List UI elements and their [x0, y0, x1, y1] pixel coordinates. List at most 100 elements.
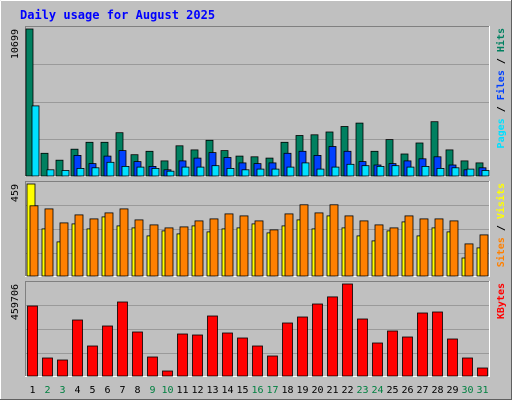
bar-kbytes-day-16 [252, 345, 263, 377]
legend-item-visits: Visits [495, 183, 507, 219]
x-tick-label-day-11: 11 [176, 385, 188, 396]
x-tick-label-day-29: 29 [446, 385, 458, 396]
bar-sites-day-17 [269, 229, 279, 277]
x-tick-label-day-2: 2 [44, 385, 50, 396]
bar-sites-day-16 [254, 220, 264, 277]
bar-kbytes-day-25 [387, 330, 398, 377]
bar-pages-day-22 [346, 163, 355, 177]
x-tick-label-day-10: 10 [161, 385, 173, 396]
legend-item-hits: Hits [495, 28, 507, 52]
bar-sites-day-27 [419, 218, 429, 277]
bar-pages-day-5 [91, 167, 100, 177]
bar-kbytes-day-20 [312, 303, 323, 377]
bar-pages-day-13 [211, 165, 220, 177]
x-tick-label-day-5: 5 [89, 385, 95, 396]
bar-kbytes-day-1 [27, 305, 38, 377]
legend-separator: / [496, 100, 507, 118]
bar-pages-day-24 [376, 165, 385, 177]
bar-hits-day-1 [25, 28, 34, 177]
panel-pages-files-hits: 10699 Pages / Files / Hits [10, 26, 507, 177]
legend-item-sites: Sites [495, 237, 507, 267]
x-tick-label-day-22: 22 [341, 385, 353, 396]
bar-kbytes-day-15 [237, 337, 248, 377]
bar-kbytes-day-3 [57, 359, 68, 377]
x-tick-label-day-16: 16 [251, 385, 263, 396]
bar-pages-day-18 [286, 166, 295, 177]
bar-sites-day-21 [329, 204, 339, 277]
bar-pages-day-3 [61, 170, 70, 177]
bar-pages-day-27 [421, 165, 430, 177]
bar-kbytes-day-23 [357, 318, 368, 377]
x-tick-label-day-27: 27 [416, 385, 428, 396]
bar-pages-day-19 [301, 162, 310, 177]
bar-pages-day-17 [271, 168, 280, 177]
bar-pages-day-30 [466, 168, 475, 177]
x-tick-label-day-14: 14 [221, 385, 233, 396]
bar-sites-day-28 [434, 218, 444, 277]
x-tick-label-day-23: 23 [356, 385, 368, 396]
bar-hits-day-2 [40, 152, 49, 177]
bar-sites-day-10 [164, 227, 174, 277]
bar-sites-day-26 [404, 215, 414, 277]
bar-kbytes-day-13 [207, 315, 218, 377]
bar-sites-day-31 [479, 234, 489, 277]
bar-pages-day-31 [481, 170, 490, 177]
bar-pages-day-4 [76, 167, 85, 177]
bar-kbytes-day-6 [102, 325, 113, 377]
bar-sites-day-19 [299, 204, 309, 277]
x-tick-label-day-13: 13 [206, 385, 218, 396]
bar-sites-day-11 [179, 226, 189, 277]
legend-separator: / [496, 219, 507, 237]
legend-item-files: Files [495, 70, 507, 100]
bar-kbytes-day-27 [417, 312, 428, 377]
bar-sites-day-15 [239, 215, 249, 277]
y-axis-max-label: 10699 [10, 29, 21, 59]
bar-pages-day-1 [31, 105, 40, 177]
bar-pages-day-26 [406, 166, 415, 177]
x-tick-label-day-3: 3 [59, 385, 65, 396]
bar-pages-day-10 [166, 170, 175, 177]
bar-sites-day-25 [389, 227, 399, 277]
x-tick-label-day-15: 15 [236, 385, 248, 396]
bar-kbytes-day-14 [222, 332, 233, 377]
bar-pages-day-14 [226, 167, 235, 177]
bar-sites-day-6 [104, 212, 114, 277]
bar-kbytes-day-21 [327, 296, 338, 377]
bar-sites-day-3 [59, 222, 69, 277]
x-tick-label-day-19: 19 [296, 385, 308, 396]
bar-pages-day-29 [451, 167, 460, 177]
bar-sites-day-23 [359, 220, 369, 277]
bar-sites-day-12 [194, 220, 204, 277]
x-tick-label-day-9: 9 [149, 385, 155, 396]
y-axis-max-label: 459706 [10, 284, 21, 320]
x-tick-label-day-12: 12 [191, 385, 203, 396]
bar-pages-day-16 [256, 168, 265, 177]
x-tick-label-day-26: 26 [401, 385, 413, 396]
bar-kbytes-day-4 [72, 319, 83, 377]
bar-kbytes-day-8 [132, 331, 143, 377]
bar-pages-day-23 [361, 165, 370, 177]
bar-hits-day-3 [55, 159, 64, 177]
bar-kbytes-day-29 [447, 338, 458, 377]
bar-kbytes-day-10 [162, 370, 173, 377]
bar-sites-day-1 [29, 205, 39, 277]
bar-kbytes-day-12 [192, 334, 203, 377]
bar-sites-day-22 [344, 215, 354, 277]
bar-kbytes-day-9 [147, 356, 158, 377]
bar-sites-day-5 [89, 218, 99, 277]
bar-kbytes-day-18 [282, 322, 293, 377]
bar-pages-day-8 [136, 166, 145, 177]
bar-sites-day-4 [74, 214, 84, 277]
legend-item-kbytes: KBytes [496, 283, 507, 319]
bar-kbytes-day-2 [42, 357, 53, 377]
bar-pages-day-12 [196, 166, 205, 177]
legend-pages-files-hits: Pages / Files / Hits [495, 28, 507, 148]
bar-sites-day-7 [119, 208, 129, 277]
x-tick-label-day-8: 8 [134, 385, 140, 396]
bar-pages-day-2 [46, 169, 55, 177]
bar-kbytes-day-17 [267, 355, 278, 377]
legend-separator: / [496, 52, 507, 70]
panel-sites-visits: 459 Sites / Visits [10, 181, 507, 277]
x-tick-label-day-30: 30 [461, 385, 473, 396]
